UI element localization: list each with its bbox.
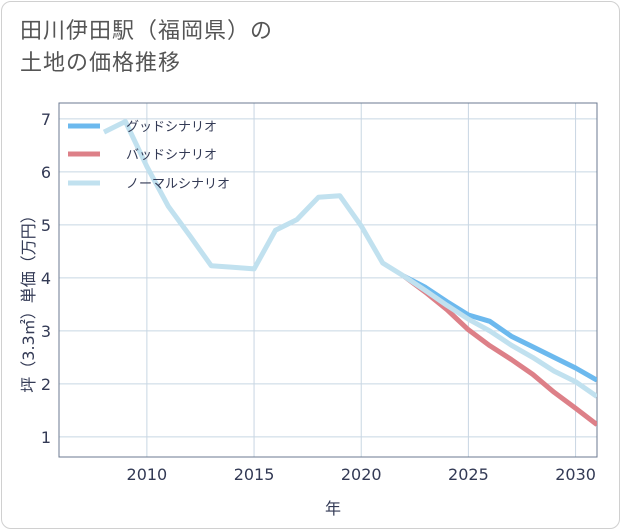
good-legend-label: グッドシナリオ [126, 120, 217, 135]
y-axis-label: 坪（3.3㎡）単価（万円） [19, 207, 38, 392]
x-tick-label: 2015 [234, 465, 275, 484]
tick-labels: 2010 2015 2020 2025 2030 1 2 3 4 5 6 7 [41, 110, 596, 484]
plot-frame [58, 102, 598, 458]
x-tick-label: 2010 [127, 465, 168, 484]
y-tick-label: 3 [41, 322, 51, 341]
x-tick-label: 2020 [341, 465, 382, 484]
series-group [102, 119, 597, 427]
y-tick-label: 6 [41, 163, 51, 182]
normal-legend-label: ノーマルシナリオ [126, 177, 230, 192]
x-tick-label: 2025 [448, 465, 489, 484]
x-tick-label: 2030 [555, 465, 596, 484]
title-line-1: 田川伊田駅（福岡県）の [20, 19, 274, 44]
chart-title: 田川伊田駅（福岡県）の 土地の価格推移 [20, 16, 273, 80]
y-tick-label: 5 [41, 216, 51, 235]
good-scenario-line [402, 274, 597, 383]
y-tick-label: 4 [41, 269, 51, 288]
bad-legend-label: バッドシナリオ [126, 148, 217, 163]
x-axis-label: 年 [325, 499, 341, 518]
y-tick-label: 7 [41, 110, 51, 129]
y-tick-label: 1 [41, 428, 51, 447]
y-tick-label: 2 [41, 375, 51, 394]
title-line-2: 土地の価格推移 [20, 51, 182, 76]
normal-scenario-line [102, 119, 597, 399]
